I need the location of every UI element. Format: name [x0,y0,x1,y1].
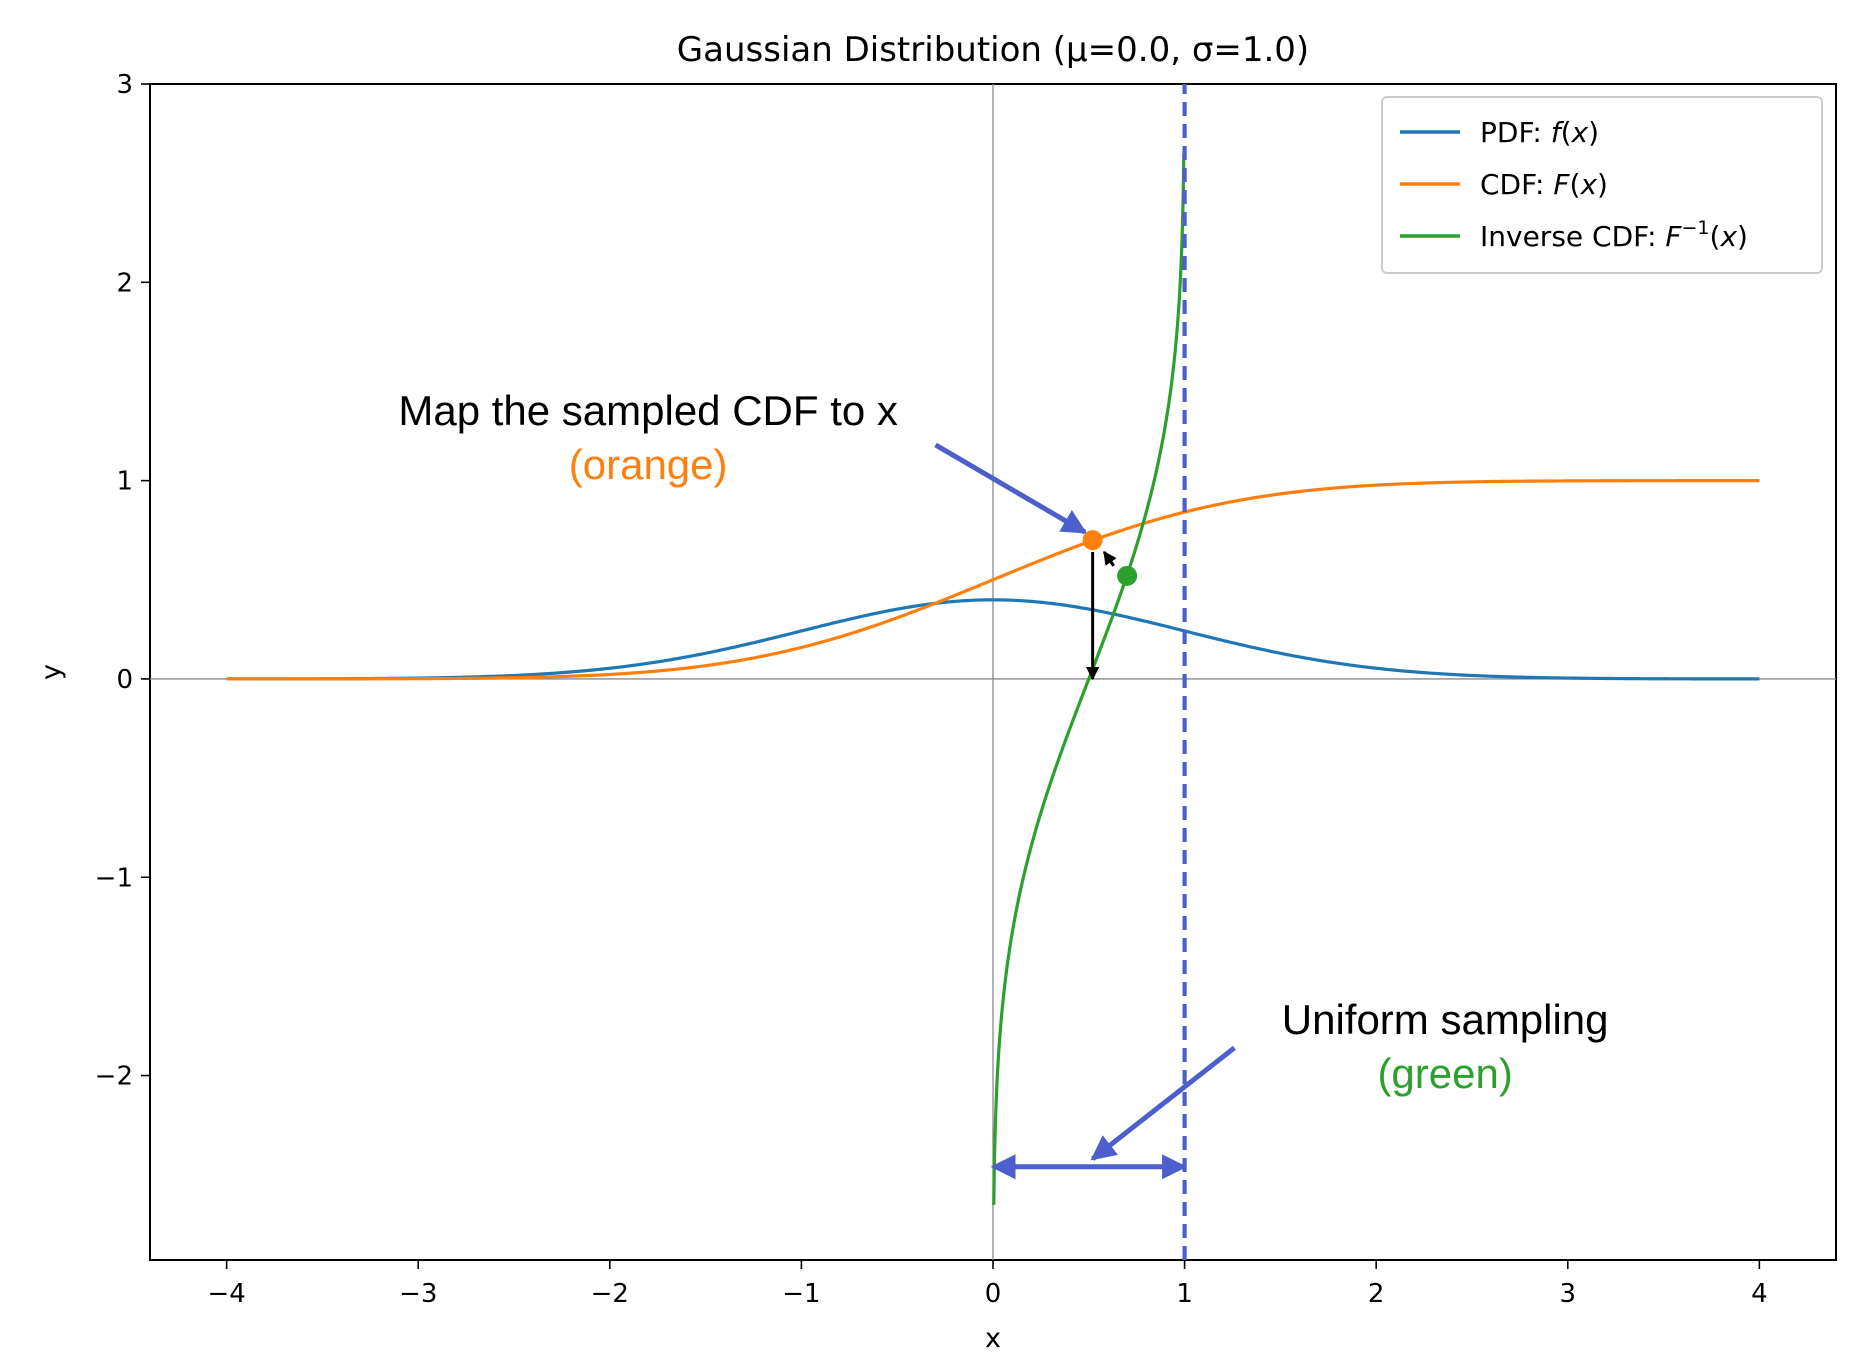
x-tick-label: 2 [1368,1279,1385,1309]
map-annotation: Map the sampled CDF to x (orange) [398,387,898,488]
arrows [934,442,1236,1180]
chart-title: Gaussian Distribution (μ=0.0, σ=1.0) [677,30,1309,70]
uniform-annotation: Uniform sampling (green) [1282,996,1609,1097]
x-tick-label: 1 [1176,1279,1193,1309]
y-tick-label: −2 [95,1062,133,1092]
arrow-reflect-to-cdf [1102,550,1117,567]
uniform-annotation-line1: Uniform sampling [1282,996,1609,1043]
arrow-map-callout [934,442,1088,535]
y-tick-label: −1 [95,863,133,893]
legend-box [1381,96,1823,274]
x-tick-label: −2 [591,1279,629,1309]
x-tick-label: −3 [399,1279,437,1309]
map-annotation-line1: Map the sampled CDF to x [398,387,898,434]
legend-label-inverse-cdf: Inverse CDF: F−1(x) [1480,217,1748,253]
y-tick-label: 1 [116,467,133,497]
x-tick-label: −4 [207,1279,245,1309]
series-cdf-line [226,479,1760,681]
uniform-annotation-line2: (green) [1377,1050,1512,1097]
x-tick-label: 3 [1559,1279,1576,1309]
legend-label-pdf: PDF: f(x) [1480,116,1599,149]
arrow-uniform-callout [1090,1045,1236,1161]
sampled-cdf-point [1082,530,1103,551]
legend: PDF: f(x) CDF: F(x) Inverse CDF: F−1(x) [1381,96,1823,274]
uniform-sample-point [1117,565,1138,586]
annotations: Map the sampled CDF to x (orange) Uniform … [398,387,1608,1097]
x-tick-label: −1 [782,1279,820,1309]
y-axis-ticks: −2 −1 0 1 2 3 [95,70,150,1092]
y-tick-label: 0 [116,665,133,695]
y-tick-label: 3 [116,70,133,100]
x-tick-label: 0 [985,1279,1002,1309]
x-tick-label: 4 [1751,1279,1768,1309]
y-axis-label: y [36,664,67,680]
y-tick-label: 2 [116,268,133,298]
legend-label-cdf: CDF: F(x) [1480,168,1608,201]
map-annotation-line2: (orange) [569,441,728,488]
points [1082,530,1138,586]
x-axis-label: x [985,1323,1001,1354]
x-axis-ticks: −4 −3 −2 −1 0 1 2 3 4 [207,1260,1768,1309]
